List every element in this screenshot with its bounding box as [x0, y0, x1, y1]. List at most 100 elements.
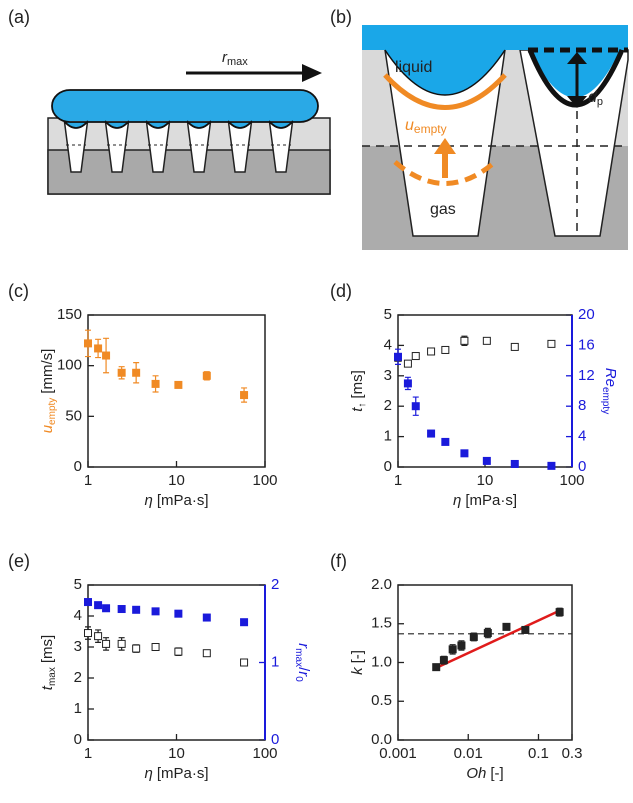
x-tick-label: 1 — [394, 472, 402, 489]
marker — [483, 629, 492, 638]
marker — [202, 371, 211, 380]
axis-label: rmax/r0 — [293, 643, 312, 682]
marker — [439, 656, 448, 665]
marker — [174, 609, 183, 618]
marker — [102, 351, 111, 360]
schematic-b: liquid uempty gas dp — [362, 25, 629, 250]
marker — [411, 402, 420, 411]
label-part: t — [349, 407, 366, 412]
marker — [240, 658, 249, 667]
label-part: u — [39, 424, 56, 433]
label-part: max — [293, 648, 304, 667]
marker — [174, 647, 183, 656]
label-part: r — [295, 671, 312, 677]
y-tick-label: 2 — [74, 669, 82, 686]
marker — [510, 459, 519, 468]
y-tick-label: 50 — [65, 407, 82, 424]
marker — [151, 379, 160, 388]
gas-label: gas — [430, 201, 456, 218]
x-tick-label: 0.1 — [528, 745, 549, 762]
label-part: ↑ — [357, 403, 368, 408]
arrow-head — [302, 64, 322, 82]
arrow-label-symbol: r — [222, 49, 228, 66]
arrow-label-sub: max — [227, 56, 248, 68]
x-tick-label: 0.01 — [454, 745, 483, 762]
y-tick-label: 2.0 — [371, 576, 392, 593]
marker — [547, 339, 556, 348]
axis-label: uempty [mm/s] — [39, 349, 58, 434]
marker — [460, 449, 469, 458]
holes — [63, 117, 294, 173]
axis-label: Oh [-] — [466, 765, 503, 782]
y-tick-label: 3 — [384, 367, 392, 384]
panel-label: (a) — [8, 7, 30, 27]
y-tick-label: 3 — [74, 638, 82, 655]
x-tick-label: 1 — [84, 745, 92, 762]
label-part: k — [349, 666, 366, 675]
depth-arrow-heads — [567, 52, 587, 108]
panel-label: (b) — [330, 7, 352, 27]
y-tick-label: 4 — [384, 336, 392, 353]
schematic-a: rmax — [47, 49, 331, 195]
x-tick-label: 10 — [168, 472, 185, 489]
marker — [555, 608, 564, 617]
marker — [174, 380, 183, 389]
marker — [240, 391, 249, 400]
marker — [102, 639, 111, 648]
y-tick-label: 1 — [384, 428, 392, 445]
depth-label: dp — [588, 89, 603, 108]
marker — [441, 437, 450, 446]
panel-label: (f) — [330, 551, 347, 571]
marker — [202, 649, 211, 658]
marker — [403, 359, 412, 368]
marker — [117, 605, 126, 614]
axis-label: η [mPa·s] — [453, 492, 517, 509]
meniscus-left — [384, 49, 506, 96]
marker — [132, 368, 141, 377]
droplet — [51, 89, 319, 129]
axis-label: t↑ [ms] — [349, 370, 368, 412]
marker — [240, 618, 249, 627]
y-tick-label: 5 — [384, 306, 392, 323]
label-part: [-] — [349, 650, 366, 663]
y-tick-label: 150 — [57, 306, 82, 323]
fit-line — [435, 609, 561, 670]
velocity-arrow-head — [434, 138, 456, 154]
plot-frame — [87, 314, 266, 468]
marker — [432, 663, 441, 672]
marker — [94, 632, 103, 641]
axis-label: η [mPa·s] — [144, 765, 208, 782]
panel-label: (d) — [330, 281, 352, 301]
marker — [132, 605, 141, 614]
axis-label: k [-] — [349, 650, 366, 675]
y-tick-label: 100 — [57, 357, 82, 374]
y2-tick-label: 8 — [578, 397, 586, 414]
label-part: [mPa·s] — [465, 492, 517, 509]
x-tick-label: 1 — [84, 472, 92, 489]
marker — [84, 339, 92, 348]
marker — [394, 352, 402, 361]
x-tick-label: 10 — [168, 745, 185, 762]
marker — [117, 639, 126, 648]
marker — [469, 632, 478, 641]
x-tick-label: 100 — [252, 472, 277, 489]
marker — [502, 622, 511, 631]
y-tick-label: 0.5 — [371, 692, 392, 709]
x-tick-label: 10 — [477, 472, 494, 489]
marker — [457, 641, 466, 650]
y2-tick-label: 0 — [578, 458, 586, 475]
velocity-symbol: u — [405, 117, 414, 134]
label-part: empty — [600, 387, 611, 414]
axis-label: Reempty — [600, 368, 619, 414]
liquid — [362, 25, 628, 98]
y-tick-label: 0 — [384, 458, 392, 475]
panel-label: (e) — [8, 551, 30, 571]
panel-label: (c) — [8, 281, 29, 301]
x-tick-label: 100 — [252, 745, 277, 762]
marker — [94, 344, 103, 353]
axis-label: tmax [ms] — [39, 635, 58, 690]
marker — [441, 345, 450, 354]
marker — [151, 607, 160, 616]
marker — [482, 456, 491, 465]
